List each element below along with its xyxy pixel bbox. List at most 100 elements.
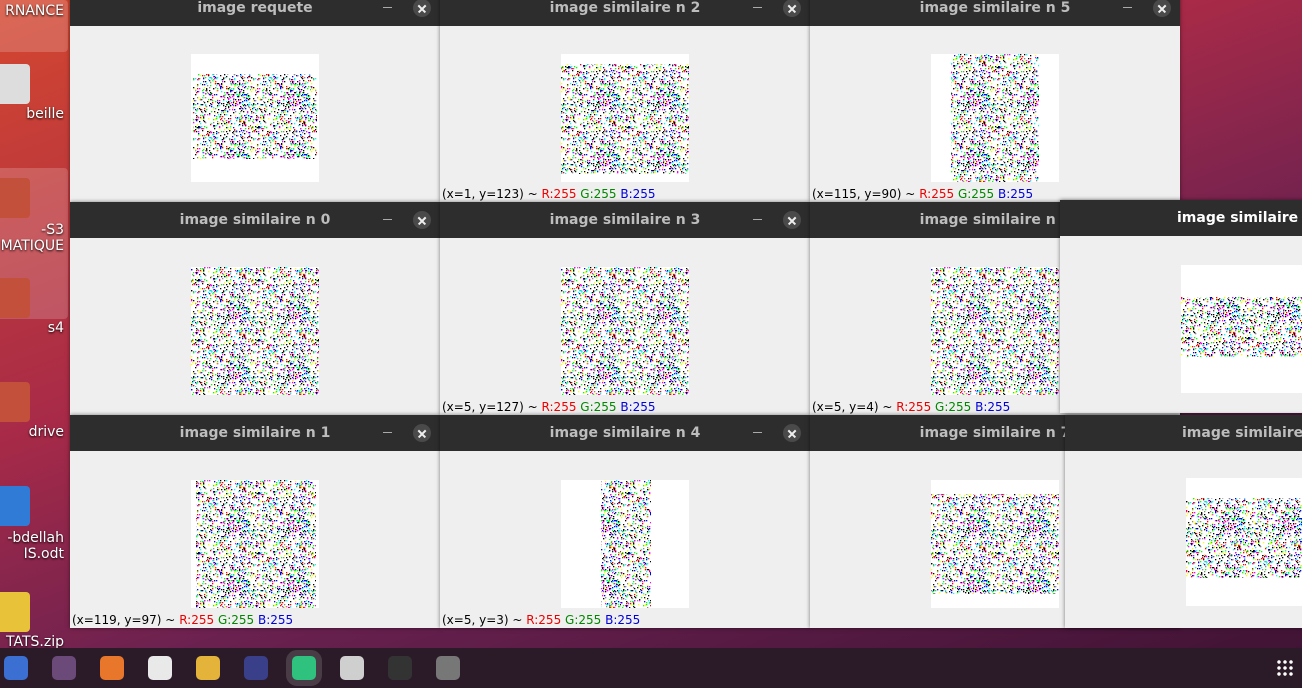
close-button[interactable] <box>413 424 431 442</box>
status-coords: (x=119, y=97) ~ <box>72 613 176 627</box>
status-b: B:255 <box>975 400 1011 414</box>
window-title: image similaire n <box>1176 210 1302 226</box>
icon-label: beille <box>26 106 64 122</box>
window-title: image similaire n 0 <box>179 212 331 228</box>
close-button[interactable] <box>413 211 431 229</box>
title-bar: image similaire n <box>1060 200 1302 236</box>
window-title: image similaire n 3 <box>549 212 701 228</box>
minimize-button[interactable] <box>1123 7 1132 8</box>
taskbar-icon[interactable] <box>52 656 76 680</box>
image-content <box>931 494 1059 594</box>
taskbar-icon[interactable] <box>4 656 28 680</box>
image-window: image similaire n <box>1065 415 1302 628</box>
taskbar-icon[interactable] <box>100 656 124 680</box>
image-content <box>1181 297 1302 357</box>
window-title: image similaire n 6 <box>919 212 1071 228</box>
status-g: G:255 <box>957 187 995 201</box>
icon-label: bdellah- <box>7 530 64 546</box>
image-content <box>196 480 316 608</box>
status-b: B:255 <box>620 187 656 201</box>
image-view <box>561 267 689 395</box>
icon-label: IS.odt <box>23 546 64 562</box>
status-g: G:255 <box>580 187 617 201</box>
minimize-button[interactable] <box>753 219 762 220</box>
desktop-icon[interactable]: s4 <box>0 276 68 336</box>
taskbar-icon[interactable] <box>244 656 268 680</box>
status-g: G:255 <box>580 400 617 414</box>
image <box>1186 498 1302 578</box>
image-content <box>561 267 689 395</box>
image-view <box>191 267 319 395</box>
image-content <box>931 267 1059 395</box>
taskbar-icon[interactable] <box>196 656 220 680</box>
apps-button[interactable] <box>1276 659 1294 677</box>
icon-label: RNANCE <box>5 3 64 19</box>
image <box>951 54 1039 182</box>
status-b: B:255 <box>605 613 641 627</box>
icon-label: TATS.zip <box>6 634 64 650</box>
close-button[interactable] <box>413 0 431 17</box>
image-view <box>561 54 689 182</box>
status-r: R:255 <box>526 613 562 627</box>
taskbar-icon[interactable] <box>286 650 322 686</box>
image-content <box>1186 498 1302 578</box>
status-bar: (x=5, y=3) ~ R:255 G:255 B:255 <box>442 613 640 627</box>
minimize-button[interactable] <box>383 7 392 8</box>
window-title: image similaire n <box>1181 425 1302 441</box>
minimize-button[interactable] <box>753 7 762 8</box>
status-bar: (x=5, y=127) ~ R:255 G:255 B:255 <box>442 400 656 414</box>
desktop-icon[interactable]: RNANCE <box>0 0 68 52</box>
close-button[interactable] <box>783 0 801 17</box>
status-bar: (x=5, y=4) ~ R:255 G:255 B:255 <box>812 400 1010 414</box>
minimize-button[interactable] <box>753 432 762 433</box>
status-bar: (x=119, y=97) ~ R:255 G:255 B:255 <box>72 613 293 627</box>
icon-label: s4 <box>47 320 64 336</box>
window-title: image similaire n 4 <box>549 425 701 441</box>
taskbar-icon[interactable] <box>388 656 412 680</box>
image-view <box>191 54 319 182</box>
image <box>191 267 319 395</box>
icon-glyph <box>0 278 30 318</box>
title-bar: image similaire n 3 <box>440 202 810 238</box>
status-b: B:255 <box>620 400 656 414</box>
desktop-icon[interactable]: TATS.zip <box>0 590 68 650</box>
desktop-icon[interactable]: beille <box>0 62 68 122</box>
image <box>931 267 1059 395</box>
image <box>193 74 317 159</box>
image-content <box>951 54 1039 182</box>
status-coords: (x=115, y=90) ~ <box>812 187 916 201</box>
status-bar: (x=1, y=123) ~ R:255 G:255 B:255 <box>442 187 656 201</box>
desktop-icon[interactable]: bdellah- IS.odt <box>0 484 68 562</box>
icon-label: drive <box>28 424 64 440</box>
icon-glyph <box>0 382 30 422</box>
title-bar: image similaire n 0 <box>70 202 440 238</box>
status-g: G:255 <box>565 613 602 627</box>
close-button[interactable] <box>783 424 801 442</box>
close-button[interactable] <box>1153 0 1171 17</box>
status-b: B:255 <box>258 613 294 627</box>
title-bar: image similaire n <box>1065 415 1302 451</box>
image-window: image similaire n 2 (x=1, y=123) ~ R:255 … <box>440 0 810 202</box>
icon-glyph <box>0 64 30 104</box>
title-bar: image similaire n 1 <box>70 415 440 451</box>
image-view <box>931 480 1059 608</box>
image-content <box>601 480 651 608</box>
image-view <box>1181 265 1302 393</box>
image-view <box>561 480 689 608</box>
desktop-icon[interactable]: drive <box>0 380 68 440</box>
image-window: image requete <box>70 0 440 202</box>
taskbar-icon[interactable] <box>340 656 364 680</box>
image <box>1181 297 1302 357</box>
minimize-button[interactable] <box>383 219 392 220</box>
minimize-button[interactable] <box>383 432 392 433</box>
taskbar-icon[interactable] <box>148 656 172 680</box>
window-title: image similaire n 2 <box>549 0 701 16</box>
image <box>601 480 651 608</box>
status-coords: (x=5, y=127) ~ <box>442 400 538 414</box>
status-bar: (x=115, y=90) ~ R:255 G:255 B:255 <box>812 187 1033 201</box>
close-button[interactable] <box>783 211 801 229</box>
taskbar-icon[interactable] <box>436 656 460 680</box>
image-window: image similaire n 3 (x=5, y=127) ~ R:255 … <box>440 202 810 415</box>
title-bar: image similaire n 5 <box>810 0 1180 26</box>
window-title: image requete <box>197 0 313 16</box>
